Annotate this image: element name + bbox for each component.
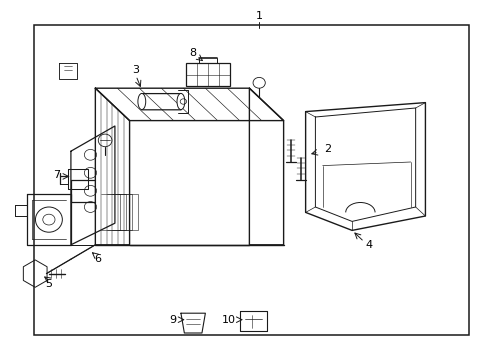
Text: 3: 3 (132, 65, 139, 75)
Ellipse shape (177, 93, 184, 109)
Text: 10: 10 (222, 315, 235, 325)
Ellipse shape (138, 93, 145, 109)
Text: 1: 1 (255, 11, 262, 21)
Text: 5: 5 (45, 279, 52, 289)
Text: 9: 9 (169, 315, 176, 325)
Text: 8: 8 (189, 48, 196, 58)
Text: 6: 6 (94, 254, 101, 264)
Text: 7: 7 (53, 170, 60, 180)
Text: 4: 4 (365, 240, 372, 250)
Bar (185, 63, 229, 86)
Text: 2: 2 (324, 144, 330, 154)
Bar (34, 25, 468, 335)
